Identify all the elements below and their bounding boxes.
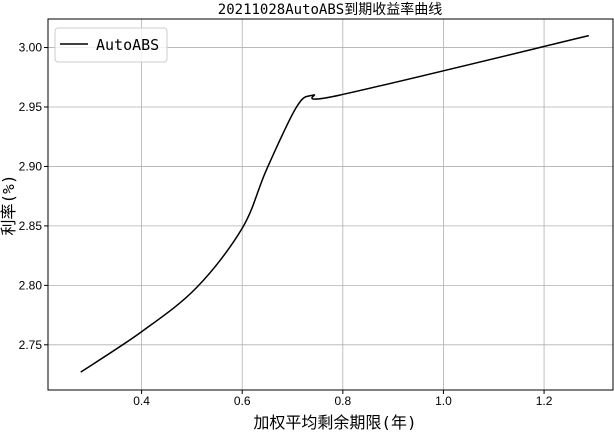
plot-frame: [47, 18, 614, 391]
ticks: 0.4 0.6 0.8 1.0 1.2 2.75 2.80 2.85 2.90 2.95 3.00: [19, 41, 553, 408]
y-tick-label: 2.75: [19, 338, 43, 352]
y-tick-label: 2.85: [19, 219, 43, 233]
legend-box: [54, 27, 168, 63]
y-axis-label: 利率(%): [0, 175, 18, 236]
x-tick-label: 0.8: [334, 394, 351, 408]
grid: [48, 19, 613, 390]
x-axis-label: 加权平均剩余期限(年): [253, 413, 416, 430]
chart-title: 20211028AutoABS到期收益率曲线: [218, 1, 442, 18]
legend-label-autoabs: AutoABS: [96, 36, 159, 54]
series-line-autoabs: [80, 34, 590, 373]
y-tick-label: 2.80: [19, 278, 43, 292]
y-tick-label: 2.95: [19, 100, 43, 114]
x-tick-label: 0.4: [133, 394, 150, 408]
legend: AutoABS: [54, 27, 168, 63]
x-tick-label: 1.0: [435, 394, 452, 408]
y-tick-label: 3.00: [19, 41, 43, 55]
x-tick-label: 0.6: [234, 394, 251, 408]
series-lines: [80, 34, 590, 373]
y-tick-label: 2.90: [19, 159, 43, 173]
x-tick-label: 1.2: [536, 394, 553, 408]
